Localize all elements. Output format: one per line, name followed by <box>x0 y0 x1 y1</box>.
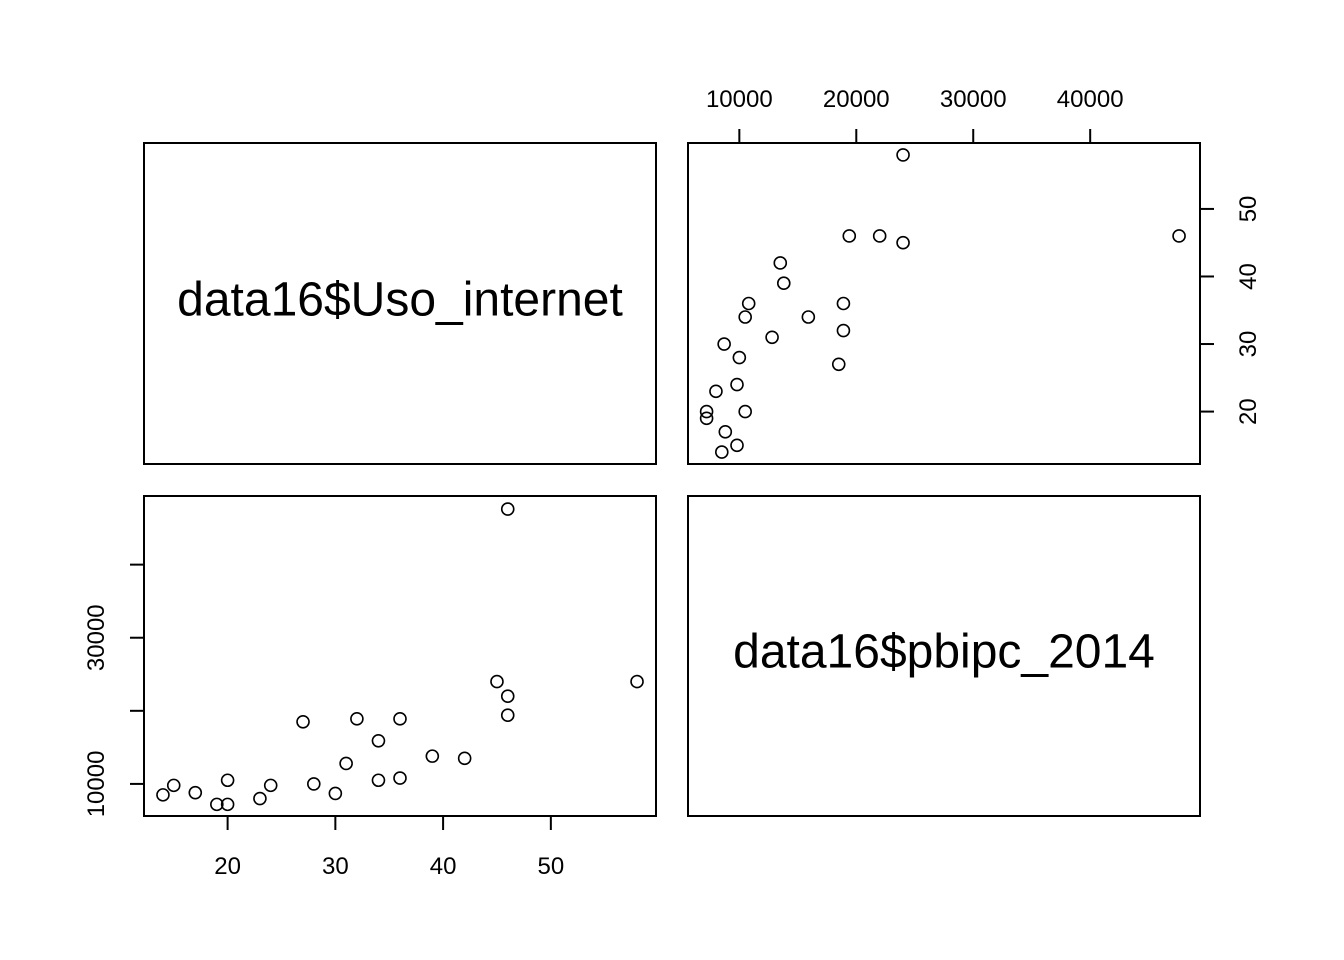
point-top-right-3 <box>699 411 714 426</box>
point-bottom-left-17 <box>425 749 440 763</box>
point-top-right-14 <box>801 310 816 324</box>
top-axis-tick-label: 30000 <box>940 86 1007 113</box>
point-top-right-2 <box>718 425 733 439</box>
point-top-right-8 <box>831 357 846 372</box>
point-bottom-left-4 <box>220 797 235 812</box>
top-axis-pbipc: 10000 20000 30000 40000 <box>706 86 1124 144</box>
points-pbipc-vs-uso <box>699 148 1186 459</box>
point-bottom-left-14 <box>371 733 386 748</box>
right-axis-tick-label: 40 <box>1235 263 1262 290</box>
point-top-right-11 <box>765 330 779 345</box>
point-top-right-1 <box>730 438 744 453</box>
point-top-right-15 <box>741 296 756 311</box>
point-top-right-6 <box>709 384 723 399</box>
diagonal-label-uso-internet: data16$Uso_internet <box>177 274 623 327</box>
bottom-axis-uso-internet: 20 30 40 50 <box>214 815 564 880</box>
point-bottom-left-18 <box>457 751 472 766</box>
point-top-right-9 <box>732 350 747 365</box>
point-bottom-left-5 <box>220 773 235 788</box>
panel-top-right <box>687 142 1201 465</box>
point-bottom-left-20 <box>500 708 515 723</box>
point-bottom-left-16 <box>393 712 407 726</box>
point-bottom-left-1 <box>166 778 181 793</box>
left-axis-tick-label: 30000 <box>83 604 110 671</box>
point-bottom-left-21 <box>500 689 515 704</box>
point-top-right-23 <box>896 148 910 162</box>
bottom-axis-tick-label: 50 <box>537 853 564 880</box>
point-top-right-7 <box>730 377 744 392</box>
point-bottom-left-10 <box>328 786 343 801</box>
right-axis-uso-internet: 20 30 40 50 <box>1199 196 1262 425</box>
point-top-right-19 <box>896 235 910 250</box>
panel-top-left <box>143 142 657 465</box>
right-axis-tick-label: 30 <box>1235 331 1262 358</box>
point-top-right-21 <box>872 229 887 243</box>
bottom-axis-tick-label: 20 <box>214 853 241 880</box>
top-axis-tick-label: 10000 <box>706 86 773 113</box>
point-top-right-22 <box>1172 229 1186 243</box>
point-bottom-left-2 <box>188 785 203 800</box>
points-uso-vs-pbipc <box>156 502 644 812</box>
top-axis-tick-label: 20000 <box>823 86 890 113</box>
point-bottom-left-12 <box>350 712 364 726</box>
point-bottom-left-9 <box>307 777 321 791</box>
panel-bottom-right <box>687 495 1201 817</box>
point-bottom-left-15 <box>393 771 407 785</box>
point-bottom-left-11 <box>339 756 353 771</box>
point-top-right-20 <box>842 229 857 243</box>
point-top-right-4 <box>699 404 714 419</box>
left-axis-pbipc: 10000 30000 <box>83 563 145 818</box>
right-axis-tick-label: 50 <box>1235 196 1262 223</box>
point-bottom-left-0 <box>156 788 170 802</box>
top-axis-tick-label: 40000 <box>1057 86 1124 113</box>
point-bottom-left-3 <box>210 797 224 812</box>
point-top-right-17 <box>776 276 791 291</box>
point-top-right-0 <box>714 445 729 459</box>
point-top-right-5 <box>738 404 752 419</box>
point-top-right-12 <box>836 323 851 338</box>
point-bottom-left-6 <box>253 791 267 806</box>
bottom-axis-tick-label: 30 <box>322 853 349 880</box>
point-bottom-left-8 <box>296 714 310 729</box>
point-bottom-left-7 <box>263 778 278 793</box>
bottom-axis-tick-label: 40 <box>430 853 457 880</box>
point-top-right-18 <box>773 256 788 270</box>
left-axis-tick-label: 10000 <box>83 751 110 818</box>
diagonal-label-pbipc-2014: data16$pbipc_2014 <box>733 626 1155 679</box>
panel-bottom-left <box>143 495 657 817</box>
right-axis-tick-label: 20 <box>1235 398 1262 425</box>
point-top-right-13 <box>738 310 752 324</box>
point-bottom-left-23 <box>630 674 644 689</box>
point-bottom-left-19 <box>490 674 504 689</box>
point-bottom-left-22 <box>500 502 515 516</box>
point-bottom-left-13 <box>371 773 386 788</box>
point-top-right-16 <box>836 296 851 311</box>
point-top-right-10 <box>717 337 731 351</box>
